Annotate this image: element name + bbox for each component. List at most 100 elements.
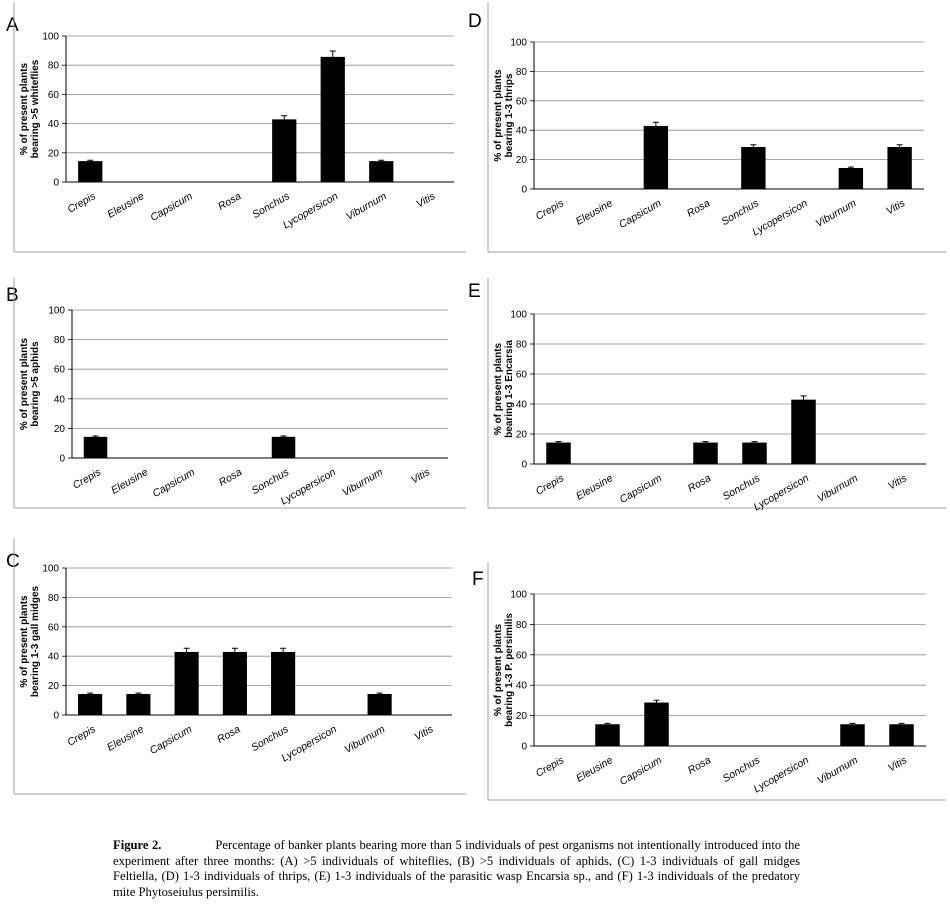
y-tick-label: 60: [516, 650, 528, 661]
panel-letter: E: [468, 281, 481, 302]
y-axis-title: % of present plants: [493, 69, 504, 162]
y-axis-title: bearing >5 aphids: [30, 341, 41, 427]
y-tick-label: 20: [48, 681, 60, 692]
bar: [889, 724, 914, 746]
bar: [369, 161, 394, 182]
y-tick-label: 60: [516, 370, 528, 381]
bar: [126, 693, 151, 715]
category-label: Sonchus: [249, 723, 291, 754]
category-label: Eleusine: [105, 723, 146, 754]
category-label: Capsicum: [618, 754, 665, 788]
bar-chart: 0 20 40 60 80 100 % of present plants bearing 1…: [487, 2, 946, 253]
y-tick-label: 40: [54, 394, 66, 405]
y-tick-label: 80: [48, 593, 60, 604]
category-label: Lycopersicon: [281, 190, 341, 231]
category-label: Capsicum: [151, 466, 198, 500]
category-label: Crepis: [534, 197, 567, 223]
category-label: Capsicum: [148, 723, 195, 757]
category-label: Sonchus: [719, 197, 761, 228]
category-label: Rosa: [215, 723, 242, 746]
bar: [222, 651, 247, 715]
bar: [643, 125, 669, 189]
y-axis-title: bearing 1-3 thrips: [504, 73, 515, 157]
category-label: Eleusine: [105, 190, 146, 221]
category-label: Vitis: [886, 472, 910, 493]
y-tick-label: 80: [54, 335, 66, 346]
chart-panel-b: B 0 20 40 60 80 100 % of present plants bearing…: [0, 276, 470, 511]
panel-letter: F: [472, 569, 484, 590]
bar: [887, 146, 912, 189]
category-label: Vitis: [884, 197, 908, 218]
category-label: Rosa: [216, 190, 243, 213]
chart-panel-c: C 0 20 40 60 80 100 % of present plants bearing…: [0, 536, 470, 798]
bar: [367, 693, 392, 715]
y-tick-label: 40: [48, 652, 60, 663]
bar: [546, 442, 571, 464]
chart-panel-f: F 0 20 40 60 80 100 % of present plants bearing…: [472, 560, 950, 803]
category-label: Capsicum: [148, 190, 195, 224]
category-label: Lycopersicon: [279, 723, 339, 764]
category-label: Crepis: [534, 754, 567, 780]
y-tick-label: 0: [59, 454, 65, 465]
chart-panel-a: A 0 20 40 60 80 100 % of present plants bearing…: [0, 0, 470, 255]
panel-letter: D: [468, 11, 482, 32]
category-label: Lycopersicon: [750, 197, 810, 238]
y-axis-title: % of present plants: [493, 342, 504, 435]
y-tick-label: 40: [516, 681, 528, 692]
bar: [742, 442, 767, 464]
figure-label: Figure 2.: [113, 838, 162, 852]
category-label: Rosa: [686, 754, 713, 777]
bar: [83, 436, 108, 458]
bar: [693, 442, 718, 464]
category-label: Capsicum: [617, 197, 664, 231]
y-tick-label: 0: [521, 185, 527, 196]
y-tick-label: 60: [54, 365, 66, 376]
bar-chart: 0 20 40 60 80 100 % of present plants bearing >…: [13, 278, 466, 509]
y-axis-title: bearing 1-3 P. persimilis: [504, 613, 515, 727]
category-label: Rosa: [686, 472, 713, 495]
bar-chart: 0 20 40 60 80 100 % of present plants bearing >…: [13, 2, 466, 253]
y-tick-label: 80: [516, 620, 528, 631]
y-tick-label: 20: [54, 424, 66, 435]
y-axis-title: % of present plants: [493, 623, 504, 716]
category-label: Viburnum: [815, 472, 860, 505]
bar-chart: 0 20 40 60 80 100 % of present plants bearing 1…: [487, 278, 946, 513]
category-label: Rosa: [685, 197, 712, 220]
figure-caption-text: Percentage of banker plants bearing more…: [113, 838, 800, 899]
bar: [271, 651, 296, 715]
category-label: Rosa: [217, 466, 244, 489]
y-axis-title: % of present plants: [19, 62, 30, 155]
panel-letter: C: [6, 551, 20, 572]
category-label: Lycopersicon: [752, 472, 812, 513]
chart-panel-d: D 0 20 40 60 80 100 % of present plants bearing…: [468, 0, 950, 255]
bar: [272, 119, 297, 182]
category-label: Crepis: [71, 466, 104, 492]
y-axis-title: % of present plants: [19, 337, 30, 430]
panel-letter: A: [6, 15, 19, 36]
category-label: Viburnum: [815, 754, 860, 787]
bar: [174, 651, 199, 715]
y-tick-label: 60: [48, 90, 60, 101]
y-tick-label: 100: [510, 310, 527, 321]
bar: [595, 724, 620, 746]
y-tick-label: 40: [516, 400, 528, 411]
bar: [320, 56, 345, 182]
figure-caption: Figure 2. Percentage of banker plants bea…: [113, 838, 800, 900]
y-tick-label: 40: [48, 119, 60, 130]
y-tick-label: 80: [516, 340, 528, 351]
category-label: Viburnum: [340, 466, 385, 499]
category-label: Vitis: [886, 754, 910, 775]
category-label: Eleusine: [109, 466, 150, 497]
category-label: Crepis: [65, 190, 98, 216]
y-axis-title: bearing 1-3 gall midges: [30, 585, 41, 697]
category-label: Sonchus: [250, 190, 292, 221]
category-label: Capsicum: [618, 472, 665, 506]
bar-chart: 0 20 40 60 80 100 % of present plants bearing 1…: [13, 538, 466, 795]
category-label: Eleusine: [574, 197, 615, 228]
y-tick-label: 20: [516, 430, 528, 441]
y-tick-label: 20: [516, 711, 528, 722]
y-tick-label: 0: [521, 742, 527, 753]
y-tick-label: 20: [516, 155, 528, 166]
bar: [78, 161, 103, 182]
y-axis-title: bearing >5 whiteflies: [30, 59, 41, 158]
